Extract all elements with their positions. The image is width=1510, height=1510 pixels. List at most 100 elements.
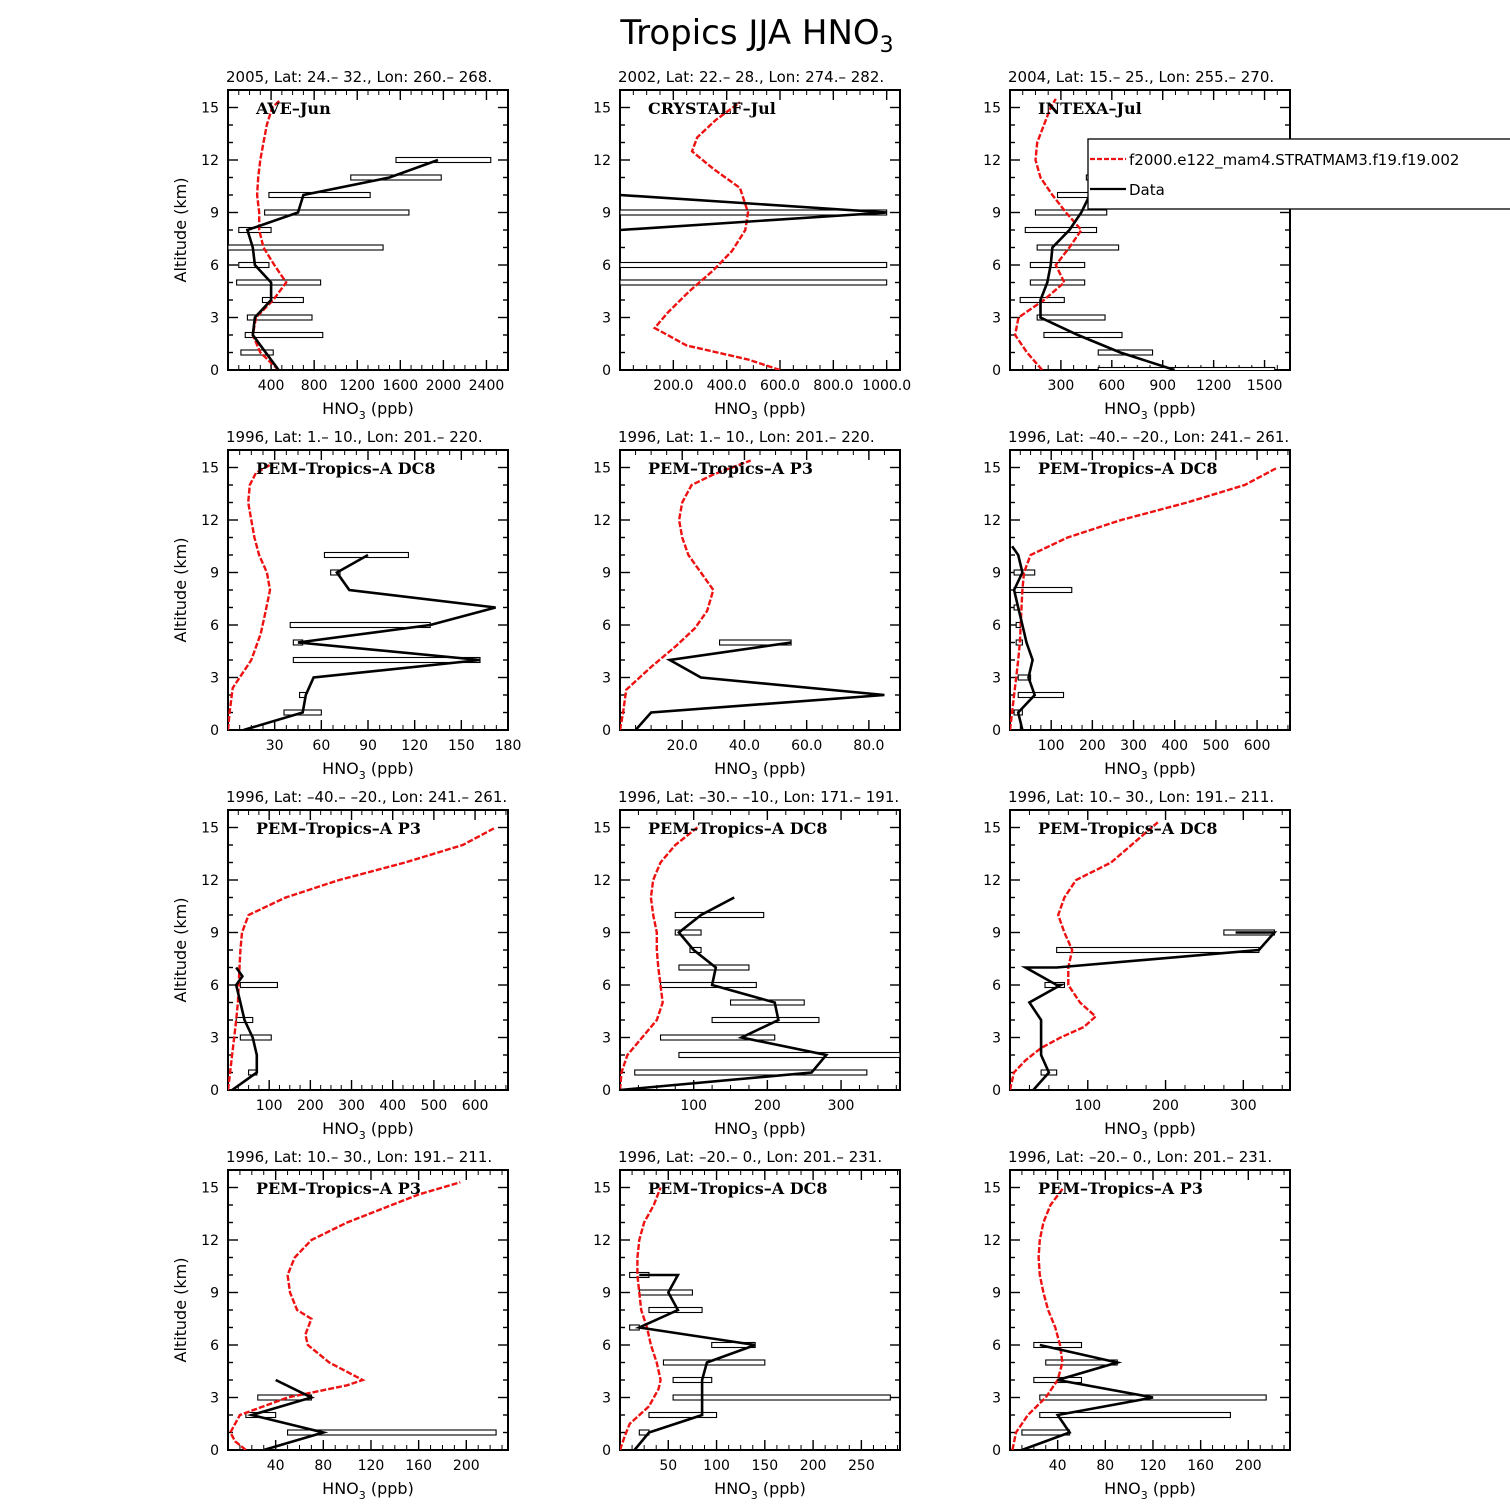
y-tick-label: 9 (992, 1286, 1001, 1302)
campaign-label: AVE–Jun (255, 99, 331, 118)
x-tick-label: 200 (1152, 1098, 1179, 1114)
data-series-line (1021, 1343, 1154, 1450)
range-bar (261, 296, 304, 304)
data-series-line (231, 966, 259, 1090)
panel-header: 2002, Lat: 22.– 28., Lon: 274.– 282. (618, 68, 884, 86)
y-tick-label: 15 (201, 461, 219, 477)
y-axis-label: Altitude (km) (171, 538, 190, 643)
y-tick-label: 9 (992, 206, 1001, 222)
y-tick-label: 15 (201, 1181, 219, 1197)
range-bar (395, 156, 492, 164)
y-tick-label: 12 (983, 153, 1001, 169)
y-tick-label: 0 (992, 723, 1001, 739)
x-tick-label: 1200 (1196, 378, 1232, 394)
x-tick-label: 400 (258, 378, 285, 394)
panel-header: 1996, Lat: –40.– –20., Lon: 241.– 261. (226, 788, 507, 806)
x-tick-label: 180 (495, 738, 522, 754)
range-bar (674, 911, 765, 919)
legend-model-label: f2000.e122_mam4.STRATMAM3.f19.f19.002 (1129, 151, 1459, 170)
legend: f2000.e122_mam4.STRATMAM3.f19.f19.002 Da… (1087, 138, 1510, 210)
plot-frame (1009, 1169, 1291, 1451)
range-bar (1097, 366, 1276, 370)
data-series-line (633, 1273, 756, 1450)
range-bar (678, 1051, 900, 1059)
x-tick-label: 200 (453, 1458, 480, 1474)
y-tick-label: 9 (602, 206, 611, 222)
x-tick-label: 200 (1079, 738, 1106, 754)
panel-header: 2005, Lat: 24.– 32., Lon: 260.– 268. (226, 68, 492, 86)
campaign-label: PEM–Tropics–A P3 (256, 1179, 421, 1198)
plot-area (620, 1187, 891, 1450)
x-tick-label: 80 (1096, 1458, 1114, 1474)
y-tick-label: 0 (602, 1083, 611, 1099)
campaign-label: PEM–Tropics–A P3 (1038, 1179, 1203, 1198)
plot-frame (619, 449, 901, 731)
x-axis-label: HNO3 (ppb) (322, 399, 414, 422)
panel-header: 1996, Lat: –30.– –10., Lon: 171.– 191. (618, 788, 899, 806)
range-bar (1024, 226, 1098, 234)
x-tick-label: 600.0 (760, 378, 800, 394)
x-tick-label: 20.0 (667, 738, 698, 754)
y-tick-label: 15 (593, 821, 611, 837)
panel-header: 1996, Lat: –20.– 0., Lon: 201.– 231. (618, 1148, 882, 1166)
y-tick-label: 6 (602, 1338, 611, 1354)
range-bar (240, 349, 274, 356)
range-bar (1036, 244, 1120, 251)
y-tick-label: 12 (593, 513, 611, 529)
range-bar (239, 1034, 272, 1041)
x-tick-label: 120 (358, 1458, 385, 1474)
panel-header: 1996, Lat: –40.– –20., Lon: 241.– 261. (1008, 428, 1289, 446)
y-tick-label: 12 (201, 513, 219, 529)
y-tick-label: 12 (983, 513, 1001, 529)
y-tick-label: 6 (602, 978, 611, 994)
y-tick-label: 3 (992, 311, 1001, 327)
data-series-line (1039, 176, 1175, 370)
range-bar (672, 1376, 713, 1384)
panel-header: 1996, Lat: 10.– 30., Lon: 191.– 211. (1008, 788, 1274, 806)
range-bar (648, 1411, 718, 1419)
y-tick-label: 0 (992, 363, 1001, 379)
plot-area (1010, 466, 1279, 730)
y-tick-label: 6 (210, 618, 219, 634)
range-bar (1039, 1411, 1231, 1419)
y-tick-label: 6 (992, 258, 1001, 274)
y-tick-label: 6 (992, 618, 1001, 634)
chart-panel-1: 2005, Lat: 24.– 32., Lon: 260.– 268. 0 3 6 9… (171, 68, 509, 422)
range-bar (711, 1016, 820, 1024)
panel-header: 1996, Lat: 1.– 10., Lon: 201.– 220. (618, 428, 875, 446)
x-tick-label: 2400 (469, 378, 505, 394)
range-bar (620, 279, 888, 286)
range-bar (268, 191, 371, 199)
y-tick-label: 9 (602, 566, 611, 582)
x-tick-label: 400 (379, 1098, 406, 1114)
chart-panel-11: 1996, Lat: –20.– 0., Lon: 201.– 231. 0 3 6 9… (593, 1148, 901, 1502)
y-tick-label: 12 (201, 1233, 219, 1249)
campaign-label: PEM–Tropics–A DC8 (648, 1179, 828, 1198)
x-tick-label: 1200 (339, 378, 375, 394)
range-bar (1017, 691, 1065, 699)
x-tick-label: 160 (405, 1458, 432, 1474)
data-series-line (246, 1378, 329, 1450)
plot-frame (619, 809, 901, 1091)
y-tick-label: 9 (210, 1286, 219, 1302)
x-tick-label: 80.0 (853, 738, 884, 754)
plot-frame (227, 1169, 509, 1451)
y-tick-label: 12 (593, 873, 611, 889)
campaign-label: PEM–Tropics–A P3 (648, 459, 813, 478)
x-axis-label: HNO3 (ppb) (714, 1119, 806, 1142)
y-tick-label: 6 (602, 618, 611, 634)
chart-panel-6: 1996, Lat: –40.– –20., Lon: 241.– 261. 0 3… (983, 428, 1291, 782)
y-tick-label: 3 (992, 671, 1001, 687)
figure-title: Tropics JJA HNO3 (619, 13, 893, 58)
plot-area (228, 826, 497, 1090)
chart-panel-4: 1996, Lat: 1.– 10., Lon: 201.– 220. 0 3 6 9 1… (171, 428, 521, 782)
data-series-line (243, 553, 496, 730)
y-tick-label: 6 (210, 1338, 219, 1354)
range-bar (620, 261, 888, 269)
y-tick-label: 15 (593, 461, 611, 477)
x-tick-label: 500 (421, 1098, 448, 1114)
y-tick-label: 15 (593, 1181, 611, 1197)
x-tick-label: 300 (1230, 1098, 1257, 1114)
x-tick-label: 2000 (426, 378, 462, 394)
plot-area (228, 99, 492, 370)
